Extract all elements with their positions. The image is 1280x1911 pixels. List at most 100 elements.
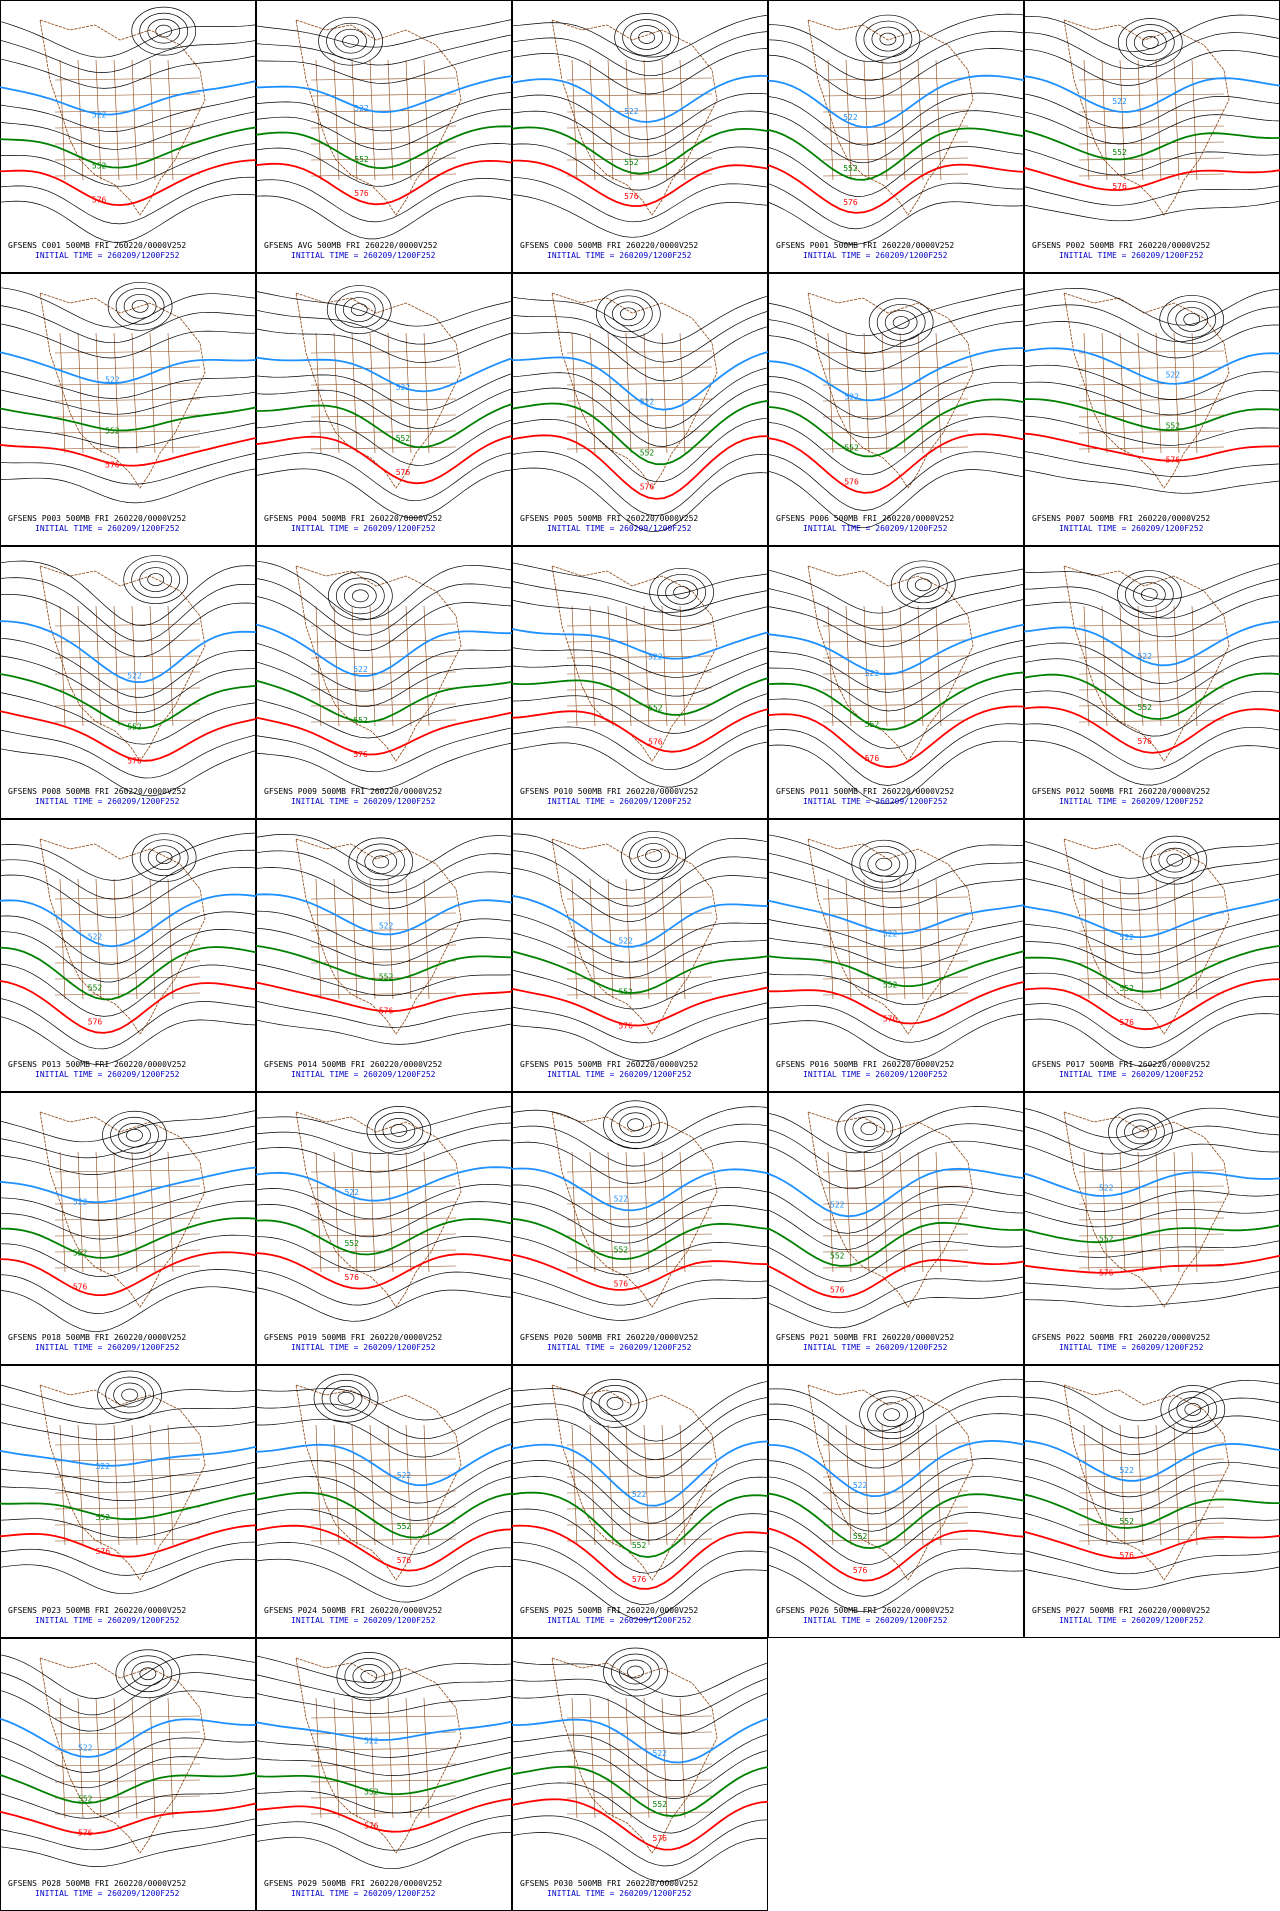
map-border [863,332,870,454]
contour [768,1013,1024,1062]
map-border [566,896,713,900]
map-border [679,59,686,181]
contour-label: 552 [883,980,898,989]
contour [0,1269,256,1314]
initial-time: INITIAL TIME = 260209/1200F252 [35,1070,180,1079]
contour [256,1508,512,1555]
contour [123,293,157,319]
contour [512,399,768,466]
contour [256,910,512,951]
contour [1024,185,1280,206]
contour [768,1167,1024,1218]
contour [768,1475,1024,1532]
map-border [935,1424,942,1546]
map-border [113,59,120,181]
contour [768,1564,1024,1613]
map-border [566,430,713,434]
contour [512,986,768,1027]
map-border [54,1490,201,1494]
contour [1024,594,1280,638]
map-border [935,59,942,181]
contour [256,468,512,519]
contour [512,850,768,907]
contour [0,1772,256,1804]
map-border [1078,655,1225,659]
contour [768,1106,1024,1154]
map-border [625,59,632,181]
contour [139,1667,157,1681]
contour [256,1218,512,1256]
contour [1024,1439,1280,1482]
contour [0,1818,256,1851]
map-outline [1063,292,1230,489]
map-border [566,109,713,113]
contour [512,1167,768,1212]
initial-time: INITIAL TIME = 260209/1200F252 [35,1343,180,1352]
contour [256,963,512,997]
contour [0,1234,256,1277]
contour [627,1665,644,1679]
contour [256,1387,512,1421]
contour-label: 552 [1099,1234,1114,1243]
contour [1116,1113,1165,1151]
contour [256,893,512,936]
initial-time: INITIAL TIME = 260209/1200F252 [547,1889,692,1898]
map-border [1173,878,1180,1000]
map-border [54,896,201,900]
panel-caption: GFSENS P008 500MB FRI 260220/0000V252 [8,787,186,796]
map-border [1155,59,1162,181]
map-border [881,59,888,181]
map-outline [807,565,974,762]
contour [256,1139,512,1173]
map-border [917,1151,924,1273]
contour [1150,841,1200,879]
contour [131,1661,165,1687]
contour [1184,1403,1202,1416]
contour [256,1720,512,1741]
map-border [566,1217,713,1221]
map-border [387,59,394,181]
contour [768,1492,1024,1550]
map-border [310,623,457,627]
panel-frame [768,1365,1024,1638]
contour-label: 576 [843,198,858,207]
map-border [863,1424,870,1546]
map-border [310,928,457,932]
map-border [77,59,84,181]
contour [1024,200,1280,222]
initial-time: INITIAL TIME = 260209/1200F252 [1059,797,1204,806]
map-border [1078,719,1225,723]
contour [768,852,1024,893]
initial-time: INITIAL TIME = 260209/1200F252 [803,1343,948,1352]
contour [382,1118,416,1143]
map-border [54,157,201,161]
panel-frame [256,819,512,1092]
map-border [333,59,340,181]
contour [256,1736,512,1758]
map-border [310,1458,457,1462]
initial-time: INITIAL TIME = 260209/1200F252 [291,1889,436,1898]
initial-time: INITIAL TIME = 260209/1200F252 [547,1070,692,1079]
contour [595,289,661,339]
contour [1024,415,1280,446]
contour [256,711,512,756]
contour [97,1370,162,1420]
map-border [589,332,596,454]
map-border [54,1458,201,1462]
map-border [310,1522,457,1526]
panel-frame [0,819,256,1092]
contour [512,159,768,207]
map-border [54,655,201,659]
map-border [566,703,713,707]
map-border [167,878,174,1000]
map-border [899,59,906,181]
panel-frame [256,273,512,546]
map-border [1173,1151,1180,1273]
map-border [679,1697,686,1819]
panel-frame [256,546,512,819]
map-panel: 522 552 576 GFSENS P003 500MB FRI 260220/00… [0,273,256,546]
contour [256,75,512,114]
contour [0,1717,256,1758]
map-outline [1063,565,1230,762]
contour [603,1647,668,1697]
